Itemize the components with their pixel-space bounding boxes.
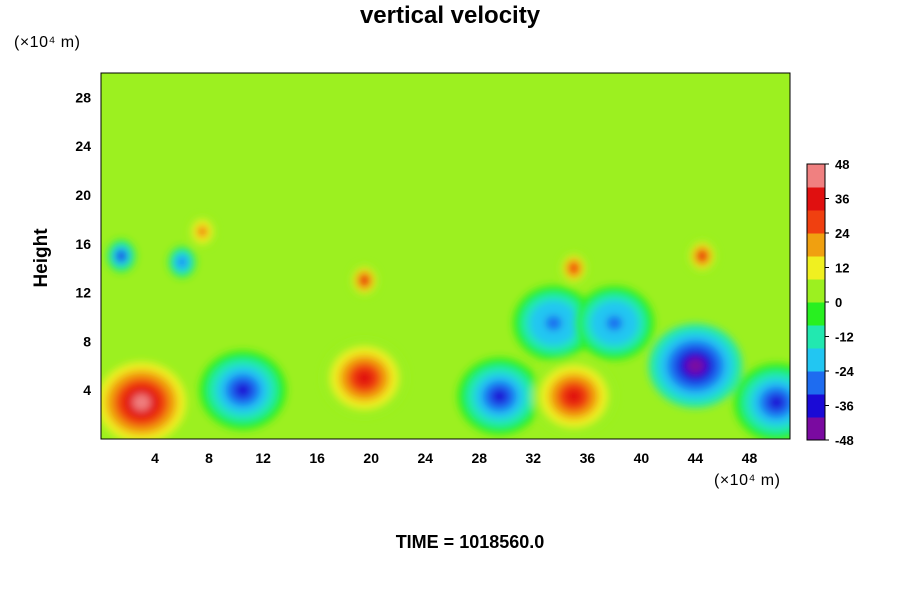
field-feature-2-level-4 xyxy=(355,370,373,386)
colorbar-swatch xyxy=(807,256,825,280)
colorbar-tick-label: -48 xyxy=(835,433,854,448)
colorbar-tick-label: 0 xyxy=(835,295,842,310)
field-feature-5-level-4 xyxy=(686,357,705,375)
y-tick-label: 16 xyxy=(75,236,91,252)
colorbar-swatch xyxy=(807,279,825,303)
colorbar: 48 36 24 12 0 -12 -24 -36 -48 xyxy=(806,157,855,448)
y-tick-label: 8 xyxy=(83,333,91,349)
field-feature-8-level-4 xyxy=(178,258,187,267)
x-tick-label: 4 xyxy=(151,450,159,466)
field-feature-0-level-4 xyxy=(132,394,151,411)
colorbar-tick-label: 24 xyxy=(835,226,850,241)
field-feature-6-level-4 xyxy=(767,394,786,411)
y-tick-label: 24 xyxy=(75,138,91,154)
colorbar-swatch xyxy=(807,348,825,372)
plot-area xyxy=(100,72,791,440)
field-feature-3-level-4 xyxy=(491,388,508,404)
colorbar-tick-label: -24 xyxy=(835,364,855,379)
plot-frame xyxy=(100,72,791,440)
x-tick-label: 40 xyxy=(634,450,650,466)
colorbar-swatch xyxy=(807,233,825,257)
x-tick-label: 32 xyxy=(526,450,542,466)
colorbar-swatch xyxy=(807,417,825,441)
time-label: TIME = 1018560.0 xyxy=(395,532,545,552)
colorbar-swatch xyxy=(807,325,825,349)
colorbar-swatch xyxy=(807,371,825,395)
field-feature-14-level-4 xyxy=(606,315,623,331)
field-feature-9-level-4 xyxy=(198,227,207,236)
chart-title: vertical velocity xyxy=(359,2,541,29)
field-feature-10-level-4 xyxy=(360,276,369,285)
colorbar-swatch xyxy=(807,210,825,234)
colorbar-tick-label: 12 xyxy=(835,261,849,276)
y-axis-unit: (×10⁴ m) xyxy=(14,34,81,51)
x-axis: 4 8 12 16 20 24 28 32 36 40 44 48 xyxy=(151,450,757,466)
colorbar-swatch xyxy=(807,187,825,211)
y-tick-label: 4 xyxy=(83,382,91,398)
x-tick-label: 8 xyxy=(205,450,213,466)
y-tick-label: 20 xyxy=(75,187,91,203)
field-feature-12-level-4 xyxy=(698,252,707,260)
colorbar-swatch xyxy=(807,302,825,326)
field-feature-1-level-4 xyxy=(234,382,252,399)
field-feature-4-level-4 xyxy=(565,388,583,404)
field-feature-7-level-4 xyxy=(117,252,126,260)
x-axis-unit: (×10⁴ m) xyxy=(714,472,781,489)
x-tick-label: 16 xyxy=(309,450,325,466)
colorbar-tick-label: 36 xyxy=(835,192,849,207)
y-tick-label: 28 xyxy=(75,89,91,105)
x-tick-label: 28 xyxy=(471,450,487,466)
y-axis: 4 8 12 16 20 24 28 xyxy=(75,89,91,398)
x-tick-label: 36 xyxy=(580,450,596,466)
x-tick-label: 12 xyxy=(255,450,271,466)
y-tick-label: 12 xyxy=(75,285,91,301)
x-tick-label: 44 xyxy=(688,450,704,466)
field-feature-13-level-4 xyxy=(545,315,562,331)
colorbar-tick-label: -36 xyxy=(835,399,854,414)
colorbar-tick-label: -12 xyxy=(835,330,854,345)
colorbar-swatch xyxy=(807,164,825,188)
field-feature-11-level-4 xyxy=(569,264,578,273)
x-tick-label: 20 xyxy=(363,450,379,466)
x-tick-label: 48 xyxy=(742,450,758,466)
colorbar-swatch xyxy=(807,394,825,418)
x-tick-label: 24 xyxy=(417,450,433,466)
colorbar-tick-label: 48 xyxy=(835,157,849,172)
